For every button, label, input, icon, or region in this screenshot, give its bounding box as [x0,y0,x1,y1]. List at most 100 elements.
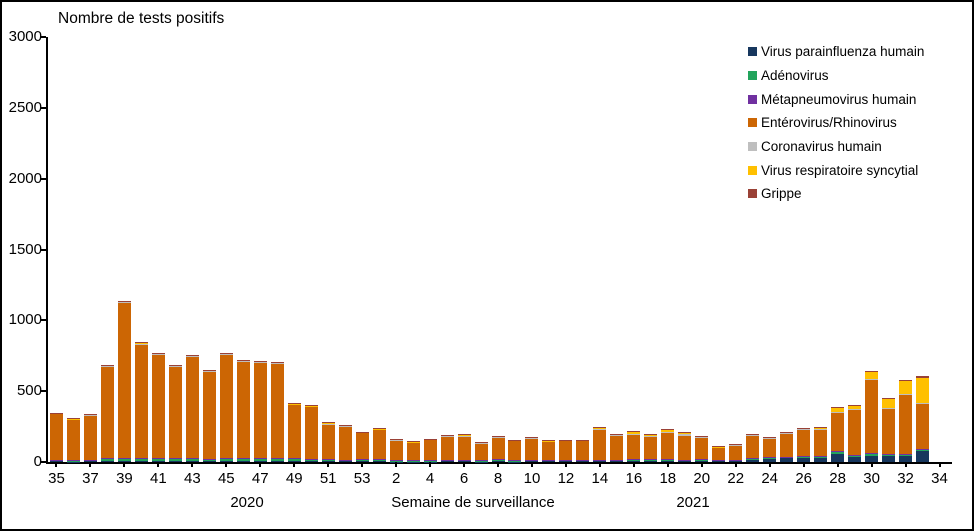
bar-week-43 [185,37,199,462]
bar-week-44 [202,37,216,462]
legend: Virus parainfluenza humain Adénovirus Méta… [748,40,924,206]
x-tick-label: 24 [761,470,779,487]
x-tick-label: 4 [425,470,435,487]
bar-week-35 [49,37,63,462]
x-tick [734,462,737,467]
legend-swatch-icon [748,94,757,104]
bar-segment [270,362,284,364]
bar-segment [678,434,692,436]
y-tick-label: 1500 [8,240,42,258]
y-tick-label: 0 [33,453,42,470]
bar-week-12 [559,37,573,462]
bar-segment [814,458,828,462]
bar-segment [712,446,726,448]
bar-segment [899,393,913,395]
bar-segment [729,445,743,461]
bar-week-31 [882,37,896,462]
bar-segment [763,437,777,439]
bar-segment [185,355,199,357]
bar-segment [372,459,386,462]
bar-segment [168,458,182,461]
bar-segment [593,430,607,460]
bar-segment [899,394,913,454]
x-tick [225,462,228,467]
bar-segment [746,460,760,462]
bar-segment [831,451,845,454]
bar-segment [49,460,63,462]
bar-segment [848,405,862,410]
bar-segment [695,438,709,460]
bar-week-50 [304,37,318,462]
x-tick-label: 51 [319,470,337,487]
bar-segment [236,360,250,361]
bar-segment [746,434,760,436]
bar-week-28 [831,37,845,462]
bar-segment [661,460,675,462]
bar-week-36 [66,37,80,462]
bar-week-8 [491,37,505,462]
bar-segment [100,461,114,462]
bar-week-6 [457,37,471,462]
bar-segment [253,460,267,462]
legend-label: Coronavirus humain [761,139,882,155]
bar-segment [304,460,318,462]
bar-segment [355,459,369,462]
bar-segment [882,454,896,457]
x-tick [361,462,364,467]
bar-segment [542,460,556,462]
bar-segment [525,438,539,460]
bar-week-41 [151,37,165,462]
bar-segment [712,447,726,448]
bar-week-15 [610,37,624,462]
bar-segment [321,424,335,460]
legend-item: Grippe [748,182,924,206]
bar-segment [253,361,267,362]
bar-segment [491,436,505,438]
bar-segment [270,363,284,459]
bar-segment [678,435,692,460]
bar-segment [168,460,182,462]
x-tick [429,462,432,467]
bar-segment [117,301,131,303]
bar-segment [644,459,658,462]
legend-label: Entérovirus/Rhinovirus [761,115,897,131]
legend-swatch-icon [748,71,757,81]
y-tick [40,106,46,109]
bar-segment [253,458,267,461]
bar-segment [780,433,794,435]
bar-segment [185,355,199,356]
x-tick-label: 47 [251,470,269,487]
bar-segment [525,461,539,462]
bar-segment [678,461,692,462]
y-tick-label: 3000 [8,28,42,45]
legend-swatch-icon [748,47,757,57]
bar-segment [848,455,862,458]
bar-segment [355,461,369,462]
year-label-2020: 2020 [230,494,264,511]
bar-segment [661,431,675,433]
bar-week-49 [287,37,301,462]
bar-segment [236,460,250,462]
bar-segment [610,434,624,436]
bar-week-23 [746,37,760,462]
bar-segment [219,458,233,461]
bar-segment [814,456,828,459]
bar-segment [338,426,352,460]
y-tick-label: 2000 [8,169,42,187]
x-tick [564,462,567,467]
bar-segment [151,354,165,458]
bar-segment [627,434,641,460]
legend-item: Coronavirus humain [748,135,924,159]
bar-segment [202,370,216,372]
x-tick-label: 14 [591,470,609,487]
x-tick-label: 12 [557,470,575,487]
bar-segment [338,461,352,462]
legend-swatch-icon [748,165,757,175]
bar-segment [151,457,165,459]
bar-segment [372,461,386,462]
bar-segment [593,427,607,428]
bar-segment [355,432,369,460]
y-tick-label: 500 [16,382,42,400]
bar-segment [457,461,471,462]
